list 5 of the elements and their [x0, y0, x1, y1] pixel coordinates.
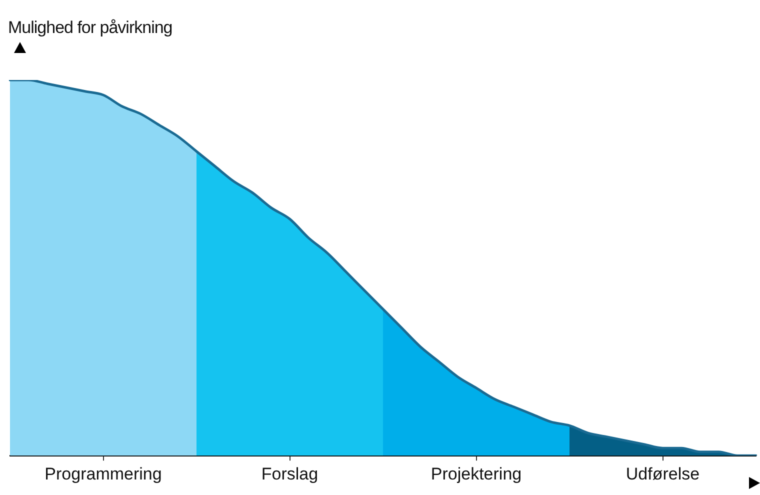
- x-tick-label: Forslag: [261, 464, 318, 484]
- x-tick-label: Projektering: [430, 464, 522, 484]
- x-tick-label: Programmering: [44, 464, 162, 484]
- y-axis-title: Mulighed for påvirkning: [8, 18, 172, 38]
- x-tick-label: Udførelse: [626, 464, 700, 484]
